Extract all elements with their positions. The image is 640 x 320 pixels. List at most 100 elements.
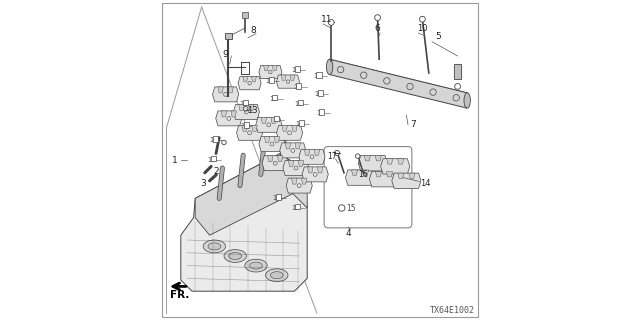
Polygon shape: [277, 156, 283, 162]
FancyBboxPatch shape: [275, 194, 280, 200]
Polygon shape: [264, 65, 269, 71]
Text: 12—: 12—: [239, 101, 254, 107]
FancyBboxPatch shape: [317, 72, 322, 78]
Text: 17: 17: [327, 152, 337, 161]
Polygon shape: [364, 156, 371, 161]
Ellipse shape: [204, 240, 226, 253]
Ellipse shape: [229, 252, 242, 260]
FancyBboxPatch shape: [213, 136, 218, 142]
FancyBboxPatch shape: [244, 122, 249, 128]
Polygon shape: [358, 156, 387, 171]
Ellipse shape: [224, 250, 246, 262]
Polygon shape: [392, 173, 421, 188]
Text: 16: 16: [358, 170, 368, 179]
Text: 12—: 12—: [295, 122, 310, 127]
Polygon shape: [286, 178, 312, 193]
Text: 12—: 12—: [240, 123, 255, 129]
Polygon shape: [351, 170, 358, 175]
Polygon shape: [234, 105, 259, 119]
Polygon shape: [289, 161, 294, 166]
Text: 1: 1: [172, 156, 177, 164]
FancyBboxPatch shape: [242, 12, 248, 18]
FancyBboxPatch shape: [274, 116, 279, 121]
Polygon shape: [261, 117, 267, 123]
Polygon shape: [282, 125, 287, 131]
Polygon shape: [376, 172, 381, 177]
Text: 8: 8: [250, 26, 255, 35]
Polygon shape: [375, 156, 381, 161]
FancyBboxPatch shape: [298, 120, 304, 126]
Polygon shape: [259, 137, 285, 151]
Text: 13: 13: [248, 106, 258, 115]
FancyBboxPatch shape: [211, 156, 216, 161]
Polygon shape: [308, 167, 313, 173]
Polygon shape: [276, 75, 300, 88]
Text: 12—: 12—: [207, 157, 222, 163]
Polygon shape: [238, 76, 261, 90]
FancyBboxPatch shape: [298, 100, 303, 105]
Polygon shape: [290, 75, 295, 80]
Circle shape: [243, 107, 248, 111]
Polygon shape: [256, 117, 282, 132]
FancyBboxPatch shape: [273, 95, 278, 100]
Text: 2: 2: [213, 167, 219, 176]
Circle shape: [335, 150, 340, 156]
FancyBboxPatch shape: [317, 90, 323, 96]
Polygon shape: [195, 154, 307, 235]
Circle shape: [222, 140, 227, 145]
FancyBboxPatch shape: [324, 147, 412, 228]
Polygon shape: [271, 117, 276, 123]
Polygon shape: [237, 125, 262, 140]
FancyBboxPatch shape: [454, 64, 461, 79]
Text: 4: 4: [346, 229, 351, 238]
Text: 12—: 12—: [292, 84, 308, 90]
Polygon shape: [301, 178, 307, 184]
Ellipse shape: [464, 93, 470, 108]
Text: 12—: 12—: [269, 96, 284, 102]
FancyBboxPatch shape: [319, 109, 324, 115]
Text: 12—: 12—: [272, 195, 287, 201]
Polygon shape: [305, 149, 310, 155]
Polygon shape: [252, 125, 257, 131]
Circle shape: [339, 205, 345, 211]
Polygon shape: [181, 154, 307, 291]
Ellipse shape: [245, 259, 268, 272]
Polygon shape: [398, 173, 404, 179]
Text: 12—: 12—: [210, 138, 225, 143]
Ellipse shape: [266, 269, 288, 282]
Polygon shape: [346, 170, 374, 185]
Polygon shape: [330, 59, 467, 108]
Text: 12—: 12—: [270, 117, 285, 123]
Polygon shape: [292, 178, 297, 184]
Polygon shape: [243, 76, 248, 82]
Polygon shape: [228, 87, 233, 93]
Polygon shape: [302, 167, 328, 182]
FancyBboxPatch shape: [295, 66, 300, 72]
Polygon shape: [242, 125, 248, 131]
FancyBboxPatch shape: [269, 77, 275, 83]
FancyBboxPatch shape: [225, 33, 232, 39]
Polygon shape: [369, 172, 399, 187]
Polygon shape: [221, 111, 227, 117]
FancyBboxPatch shape: [296, 83, 301, 89]
Text: 11: 11: [321, 15, 332, 24]
Polygon shape: [268, 156, 273, 162]
Polygon shape: [298, 161, 303, 166]
Polygon shape: [397, 159, 404, 164]
Circle shape: [455, 84, 461, 89]
Polygon shape: [292, 125, 297, 131]
Text: 5: 5: [436, 32, 441, 41]
Text: TX64E1002: TX64E1002: [430, 306, 475, 315]
Text: 12—: 12—: [313, 74, 328, 79]
Polygon shape: [387, 172, 392, 177]
Polygon shape: [252, 76, 257, 82]
Text: 6: 6: [375, 24, 380, 33]
Polygon shape: [239, 105, 244, 110]
FancyBboxPatch shape: [161, 3, 479, 317]
Polygon shape: [276, 125, 303, 140]
Polygon shape: [248, 105, 254, 110]
Polygon shape: [317, 167, 323, 173]
Polygon shape: [299, 149, 325, 164]
Circle shape: [328, 20, 334, 25]
Polygon shape: [259, 65, 282, 79]
